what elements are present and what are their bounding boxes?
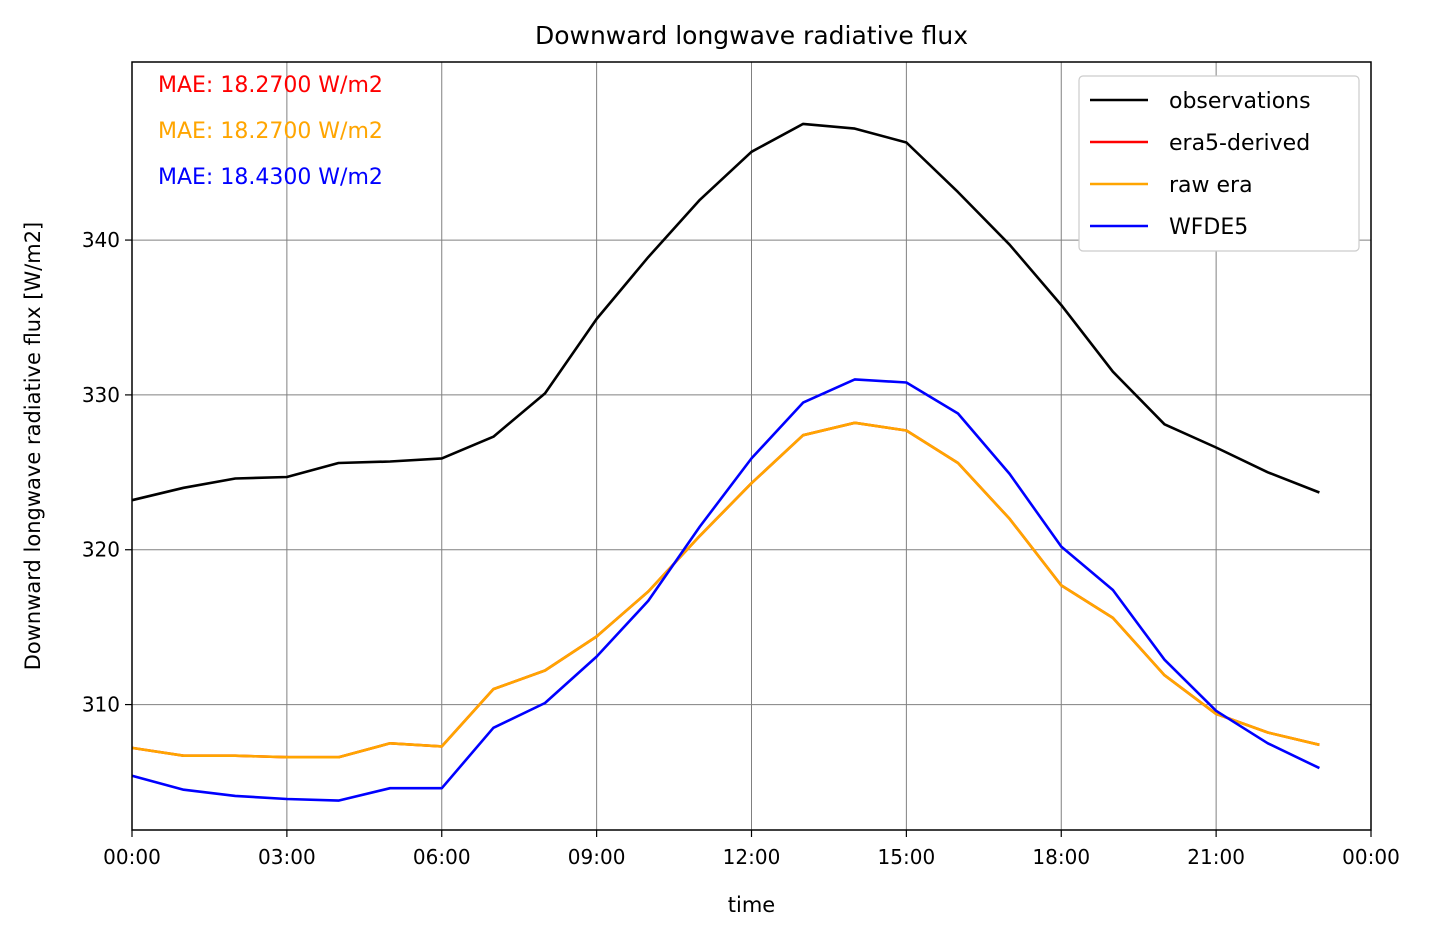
x-tick-label: 06:00 <box>413 845 471 869</box>
y-tick-label: 340 <box>82 228 120 252</box>
axis-ticks: 00:00 03:00 06:00 09:00 12:00 15:00 18:00 21:00… <box>82 228 1400 869</box>
legend-label: observations <box>1169 89 1311 114</box>
series-lines <box>131 122 1320 802</box>
x-tick-label: 00:00 <box>103 845 161 869</box>
series-line-observations <box>131 122 1320 502</box>
y-tick-label: 320 <box>82 538 120 562</box>
x-tick-label: 12:00 <box>723 845 781 869</box>
mae-annotation: MAE: 18.2700 W/m2 <box>158 73 383 98</box>
mae-annotation: MAE: 18.4300 W/m2 <box>158 165 383 190</box>
x-axis-label: time <box>728 893 775 917</box>
y-tick-label: 330 <box>82 383 120 407</box>
legend-label: WFDE5 <box>1169 215 1248 240</box>
x-tick-label: 00:00 <box>1342 845 1400 869</box>
y-tick-label: 310 <box>82 693 120 717</box>
series-line-wfde5 <box>131 378 1320 802</box>
mae-annotations: MAE: 18.2700 W/m2 MAE: 18.2700 W/m2 MAE: 1… <box>158 73 383 190</box>
x-tick-label: 18:00 <box>1032 845 1090 869</box>
legend-label: era5-derived <box>1169 131 1310 156</box>
series-line-raw-era <box>131 421 1320 759</box>
x-tick-label: 21:00 <box>1187 845 1245 869</box>
chart-title: Downward longwave radiative flux <box>535 21 968 50</box>
mae-annotation: MAE: 18.2700 W/m2 <box>158 119 383 144</box>
legend-box <box>1078 75 1360 252</box>
x-tick-label: 09:00 <box>568 845 626 869</box>
x-tick-label: 03:00 <box>258 845 316 869</box>
x-tick-label: 15:00 <box>878 845 936 869</box>
y-axis-label: Downward longwave radiative flux [W/m2] <box>21 222 45 671</box>
legend-label: raw era <box>1169 173 1253 198</box>
legend: observations era5-derived raw era WFDE5 <box>1078 75 1360 252</box>
